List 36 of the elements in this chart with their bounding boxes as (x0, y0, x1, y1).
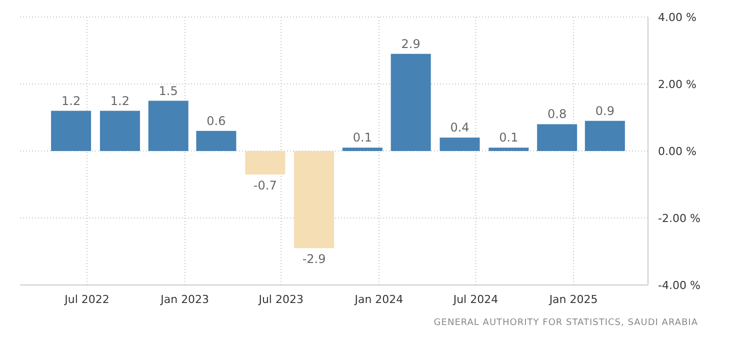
text: GENERAL AUTHORITY FOR STATISTICS, SAUDI ARABIA (434, 318, 698, 328)
x-tick-label: Jul 2023 (258, 293, 304, 306)
bar (440, 138, 480, 151)
x-tick-label: Jan 2023 (160, 293, 210, 306)
data-label: 0.6 (206, 114, 226, 128)
data-label: 0.4 (450, 120, 470, 135)
bar (294, 151, 334, 248)
bar (488, 148, 529, 151)
bar (245, 151, 286, 174)
bar (196, 130, 236, 151)
bar (100, 110, 140, 151)
y-tick-label: 0.00 % (658, 145, 696, 158)
data-label: -2.9 (302, 252, 326, 266)
y-tick-label: 2.00 % (658, 78, 696, 91)
bar (342, 148, 382, 151)
data-label: 0.9 (595, 104, 614, 118)
x-tick-label: Jul 2024 (452, 293, 498, 306)
data-label: 2.9 (401, 36, 420, 51)
data-label: 1.2 (110, 94, 130, 108)
x-tick-label: Jan 2024 (354, 293, 404, 306)
y-tick-label: -2.00 % (658, 212, 700, 225)
bar (51, 110, 92, 151)
x-tick-label: Jul 2022 (64, 293, 110, 306)
y-tick-label: 4.00 % (658, 11, 696, 24)
x-tick-label: Jan 2025 (548, 293, 598, 306)
data-label: 1.5 (158, 84, 178, 98)
data-label: -0.7 (253, 178, 277, 192)
data-label: 0.1 (499, 130, 518, 145)
y-tick-label: -4.00 % (658, 279, 700, 292)
bar (148, 100, 188, 151)
data-label: 0.1 (352, 130, 372, 145)
bar (390, 54, 431, 151)
data-label: 0.8 (548, 107, 567, 122)
bar (584, 120, 625, 151)
data-label: 1.2 (62, 94, 81, 108)
bar (537, 124, 578, 151)
